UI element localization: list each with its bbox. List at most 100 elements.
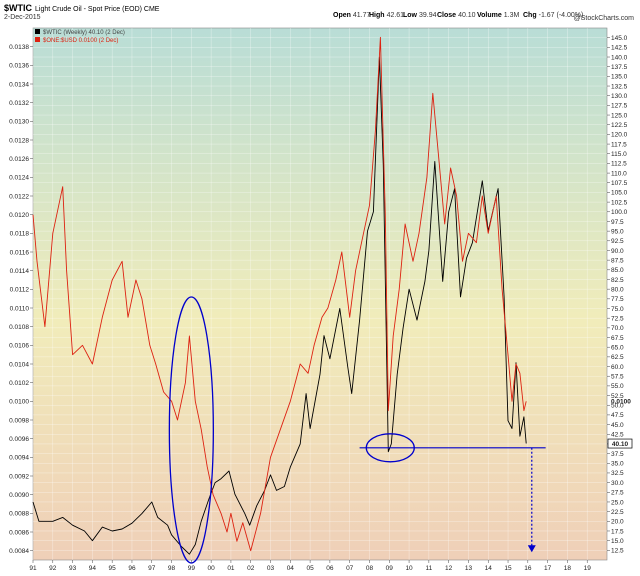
x-tick-label: 09 xyxy=(386,565,394,572)
legend-label: $WTIC (Weekly) 40.10 (2 Dec) xyxy=(43,30,125,36)
left-tick-label: 0.0122 xyxy=(9,193,29,200)
left-tick-label: 0.0100 xyxy=(9,399,29,406)
right-tick-label: 75.0 xyxy=(611,306,624,313)
right-tick-label: 115.0 xyxy=(611,151,627,158)
right-tick-label: 80.0 xyxy=(611,286,624,293)
left-tick-label: 0.0136 xyxy=(9,63,29,70)
right-tick-label: 82.5 xyxy=(611,277,624,284)
right-tick-label: 130.0 xyxy=(611,93,628,100)
right-tick-label: 137.5 xyxy=(611,64,628,71)
right-tick-label: 15.0 xyxy=(611,538,624,545)
left-axis: 0.0084 0.0086 0.0088 0.0090 0.0092 0.0094 0.00… xyxy=(9,44,33,555)
right-tick-label: 50.0 xyxy=(611,403,624,410)
left-tick-label: 0.0114 xyxy=(10,268,30,275)
ohlc-item: Low 39.94 xyxy=(403,12,437,19)
x-tick-label: 00 xyxy=(208,565,216,572)
right-tick-label: 105.0 xyxy=(611,190,628,197)
left-tick-label: 0.0116 xyxy=(10,249,30,256)
left-tick-label: 0.0126 xyxy=(9,156,29,163)
left-tick-label: 0.0134 xyxy=(9,81,29,88)
x-tick-label: 04 xyxy=(287,565,295,572)
ohlc-item: Volume 1.3M xyxy=(477,12,519,19)
x-tick-label: 03 xyxy=(267,565,275,572)
x-tick-label: 98 xyxy=(168,565,176,572)
series-line-2 xyxy=(32,36,527,552)
ratio-tag: 0.0100 xyxy=(611,399,631,406)
x-tick-label: 18 xyxy=(564,565,572,572)
left-tick-label: 0.0098 xyxy=(9,417,29,424)
symbol: $WTIC xyxy=(4,3,32,13)
right-tick-label: 140.0 xyxy=(611,54,628,61)
x-tick-label: 12 xyxy=(445,565,453,572)
right-tick-label: 25.0 xyxy=(611,499,624,506)
right-tick-label: 20.0 xyxy=(611,519,624,526)
ohlc-item: Chg -1.67 (-4.00%) xyxy=(523,12,583,19)
right-tick-label: 95.0 xyxy=(611,228,624,235)
right-tick-label: 87.5 xyxy=(611,257,624,264)
legend-swatch xyxy=(35,29,40,34)
ohlc-item: High 42.61 xyxy=(369,12,404,19)
right-tick-label: 22.5 xyxy=(611,509,624,516)
left-tick-label: 0.0094 xyxy=(9,455,29,462)
left-tick-label: 0.0120 xyxy=(9,212,29,219)
left-tick-label: 0.0124 xyxy=(9,175,29,182)
left-tick-label: 0.0084 xyxy=(9,548,29,555)
chart-date: 2-Dec-2015 xyxy=(4,14,41,21)
right-tick-label: 100.0 xyxy=(611,209,628,216)
right-tick-label: 17.5 xyxy=(611,528,624,535)
left-tick-label: 0.0128 xyxy=(9,137,29,144)
x-tick-label: 16 xyxy=(524,565,532,572)
right-tick-label: 47.5 xyxy=(611,412,624,419)
right-tick-label: 37.5 xyxy=(611,451,624,458)
right-tick-label: 67.5 xyxy=(611,335,624,342)
x-axis: 91 92 93 94 95 96 97 98 99 00 01 02 03 04 05 06 07 08 09 10… xyxy=(29,560,591,572)
right-tick-label: 85.0 xyxy=(611,267,624,274)
x-tick-label: 08 xyxy=(366,565,374,572)
chart-title: Light Crude Oil - Spot Price (EOD) CME xyxy=(35,6,160,13)
grid-lines xyxy=(32,28,607,560)
left-tick-label: 0.0130 xyxy=(9,119,29,126)
x-tick-label: 17 xyxy=(544,565,552,572)
right-tick-label: 107.5 xyxy=(611,180,628,187)
left-tick-label: 0.0092 xyxy=(9,473,29,480)
left-tick-label: 0.0118 xyxy=(10,231,30,238)
left-tick-label: 0.0102 xyxy=(9,380,29,387)
x-tick-label: 92 xyxy=(49,565,57,572)
right-tick-label: 135.0 xyxy=(611,74,628,81)
legend-swatch xyxy=(35,37,40,42)
x-tick-label: 96 xyxy=(128,565,136,572)
right-tick-label: 110.0 xyxy=(611,170,627,177)
right-tick-label: 90.0 xyxy=(611,248,624,255)
x-tick-label: 10 xyxy=(405,565,413,572)
right-tick-label: 77.5 xyxy=(611,296,624,303)
right-tick-label: 60.0 xyxy=(611,364,624,371)
legend-label: $ONE:$USD 0.0100 (2 Dec) xyxy=(43,38,118,44)
left-tick-label: 0.0110 xyxy=(10,305,30,312)
right-tick-label: 45.0 xyxy=(611,422,624,429)
x-tick-label: 95 xyxy=(109,565,117,572)
right-tick-label: 92.5 xyxy=(611,238,624,245)
projection-arrowhead xyxy=(527,545,536,553)
right-tick-label: 142.5 xyxy=(611,45,628,52)
x-tick-label: 05 xyxy=(306,565,314,572)
x-tick-label: 15 xyxy=(504,565,512,572)
right-tick-label: 70.0 xyxy=(611,325,624,332)
x-tick-label: 94 xyxy=(89,565,97,572)
price-tag: 40.10 xyxy=(607,438,633,449)
left-tick-label: 0.0106 xyxy=(9,343,29,350)
right-tick-label: 42.5 xyxy=(611,432,624,439)
watermark: @StockCharts.com xyxy=(574,15,635,22)
right-tick-label: 72.5 xyxy=(611,315,624,322)
svg-text:40.10: 40.10 xyxy=(612,441,629,448)
right-tick-label: 27.5 xyxy=(611,490,624,497)
left-tick-label: 0.0096 xyxy=(9,436,29,443)
left-tick-label: 0.0088 xyxy=(9,511,29,518)
right-tick-label: 125.0 xyxy=(611,112,628,119)
x-tick-label: 11 xyxy=(425,565,432,572)
x-tick-label: 06 xyxy=(326,565,334,572)
series-line-1 xyxy=(32,56,527,555)
left-tick-label: 0.0086 xyxy=(9,529,29,536)
right-tick-label: 30.0 xyxy=(611,480,624,487)
